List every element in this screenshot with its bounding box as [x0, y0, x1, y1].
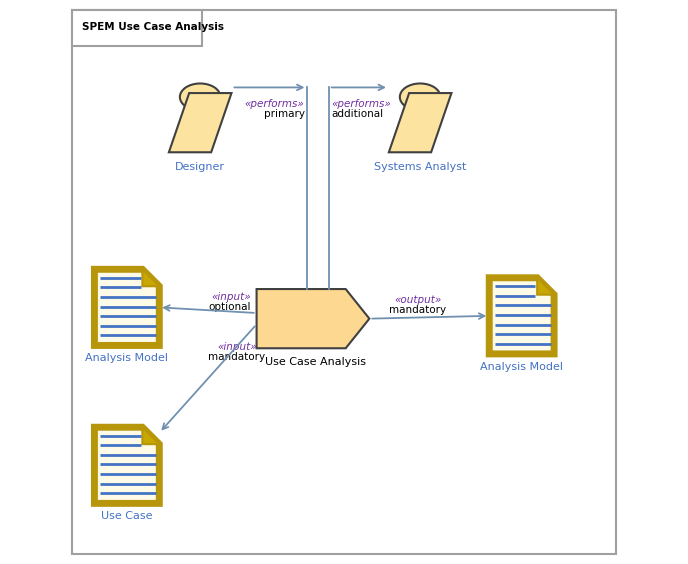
Text: «input»: «input»: [211, 292, 251, 302]
Polygon shape: [489, 277, 554, 354]
Text: Use Case: Use Case: [101, 511, 153, 521]
Text: additional: additional: [332, 109, 384, 120]
Text: Use Case Analysis: Use Case Analysis: [266, 357, 366, 367]
Text: primary: primary: [264, 109, 305, 120]
Polygon shape: [142, 428, 160, 444]
Text: Analysis Model: Analysis Model: [480, 362, 563, 372]
Text: Analysis Model: Analysis Model: [85, 353, 169, 363]
Polygon shape: [537, 277, 554, 294]
Polygon shape: [257, 289, 369, 349]
Ellipse shape: [400, 83, 440, 111]
Polygon shape: [94, 428, 160, 504]
Polygon shape: [94, 270, 160, 345]
Text: «performs»: «performs»: [332, 99, 391, 109]
Text: «input»: «input»: [217, 342, 257, 352]
Text: Systems Analyst: Systems Analyst: [374, 162, 466, 173]
Text: «performs»: «performs»: [245, 99, 305, 109]
Ellipse shape: [180, 83, 220, 111]
Polygon shape: [389, 93, 451, 152]
Text: mandatory: mandatory: [208, 352, 266, 362]
Text: «output»: «output»: [394, 295, 442, 305]
Bar: [72, 10, 202, 46]
Text: Designer: Designer: [175, 162, 225, 173]
Text: mandatory: mandatory: [389, 305, 447, 315]
Text: optional: optional: [208, 302, 251, 312]
Polygon shape: [142, 270, 160, 287]
Polygon shape: [169, 93, 231, 152]
Text: SPEM Use Case Analysis: SPEM Use Case Analysis: [82, 22, 224, 32]
